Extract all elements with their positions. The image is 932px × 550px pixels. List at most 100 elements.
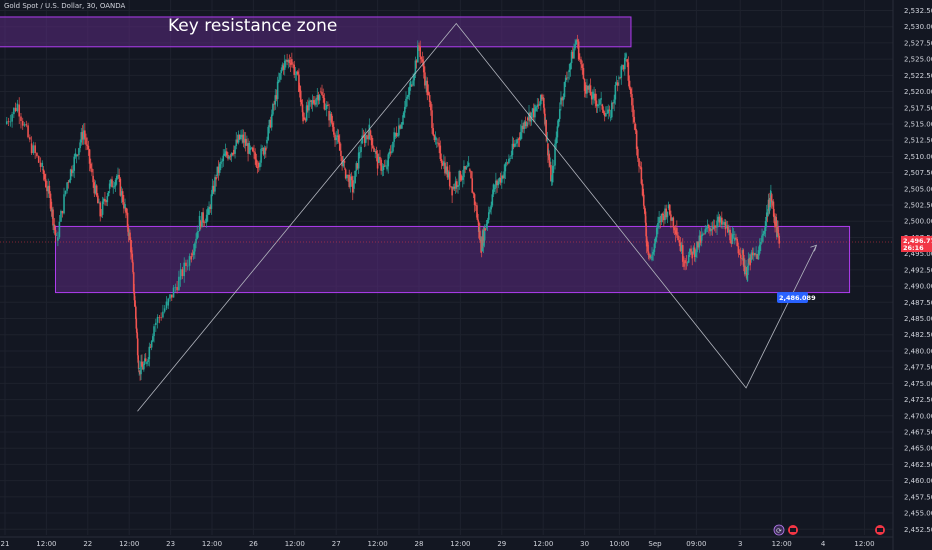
candle-body [56, 235, 58, 236]
candle-body [652, 252, 654, 255]
candle-body [732, 234, 734, 244]
candle-body [470, 171, 472, 178]
candle-body [338, 135, 340, 141]
svg-text:⟳: ⟳ [776, 527, 782, 535]
candle-body [581, 64, 583, 68]
candle-body [682, 245, 684, 262]
candle-body [313, 100, 315, 103]
candle-body [580, 59, 582, 64]
candle-body [486, 224, 488, 228]
candle-body [344, 161, 346, 163]
candle-body [159, 317, 161, 318]
candle-body [43, 169, 45, 174]
candle-body [141, 361, 143, 366]
candle-body [733, 234, 735, 235]
candle-body [38, 156, 40, 163]
y-tick-label: 2,490.000 [904, 283, 932, 291]
candle-body [322, 95, 324, 98]
candle-body [520, 132, 522, 140]
candle-body [655, 237, 657, 243]
candle-body [534, 105, 536, 117]
candle-body [279, 73, 281, 80]
candle-body [629, 81, 631, 89]
candle-body [272, 104, 274, 114]
svg-text:2,486.089: 2,486.089 [779, 294, 816, 302]
candle-body [22, 121, 24, 126]
candle-body [88, 146, 90, 150]
candle-body [66, 182, 68, 190]
candle-body [315, 99, 317, 104]
candle-body [690, 249, 692, 252]
candle-body [400, 125, 402, 129]
candle-body [648, 252, 650, 254]
candle-body [259, 163, 261, 167]
candle-body [146, 362, 148, 364]
candle-body [641, 167, 643, 183]
candle-body [164, 308, 166, 311]
candle-body [252, 148, 254, 152]
candle-body [116, 176, 118, 180]
y-tick-label: 2,502.500 [904, 202, 932, 210]
candle-body [293, 65, 295, 75]
candle-body [79, 142, 81, 148]
candle-body [45, 179, 47, 187]
candle-body [173, 288, 175, 298]
calendar-icon[interactable] [788, 525, 798, 535]
candle-body [308, 101, 310, 110]
candle-body [505, 163, 507, 171]
clock-icon[interactable]: ⟳ [774, 525, 784, 535]
candle-body [107, 196, 109, 202]
candle-body [331, 114, 333, 123]
candle-body [762, 234, 764, 236]
candle-body [574, 44, 576, 48]
candle-body [153, 326, 155, 336]
candle-body [677, 235, 679, 240]
candle-body [391, 151, 393, 152]
candle-body [683, 262, 685, 267]
candle-body [578, 41, 580, 59]
candle-body [778, 236, 780, 244]
candle-body [122, 191, 124, 202]
candle-body [297, 71, 299, 74]
x-tick-label: 23 [166, 540, 175, 548]
candle-body [335, 137, 337, 140]
candle-body [379, 157, 381, 160]
candle-body [29, 137, 31, 139]
candle-body [15, 108, 17, 111]
zone-label: Key resistance zone [168, 16, 337, 36]
candle-body [515, 143, 517, 144]
candle-body [189, 256, 191, 266]
candle-body [568, 70, 570, 72]
chart-title: Gold Spot / U.S. Dollar, 30, OANDA [4, 2, 126, 10]
candle-body [267, 127, 269, 140]
y-tick-label: 2,527.500 [904, 39, 932, 47]
y-tick-label: 2,500.000 [904, 218, 932, 226]
candle-body [171, 294, 173, 297]
candle-body [333, 127, 335, 135]
candle-body [609, 110, 611, 111]
candle-body [84, 130, 86, 137]
candle-body [96, 186, 98, 196]
calendar-icon-right[interactable] [875, 525, 885, 535]
candle-body [669, 205, 671, 215]
candle-body [552, 166, 554, 182]
current-price-tag: 2,496.770 26:16 [901, 236, 932, 252]
candle-body [385, 165, 387, 166]
candle-body [34, 145, 36, 153]
x-tick-label: 27 [332, 540, 341, 548]
y-tick-label: 2,530.000 [904, 23, 932, 31]
x-tick-label: 12:00 [450, 540, 470, 548]
candle-body [633, 117, 635, 123]
candle-body [8, 121, 10, 122]
candle-body [152, 336, 154, 341]
candle-body [185, 263, 187, 266]
x-tick-label: 10:00 [609, 540, 629, 548]
candle-body [78, 148, 80, 155]
target-price-tag: 2,486.089 [777, 292, 816, 303]
candle-body [509, 158, 511, 159]
candle-body [151, 341, 153, 347]
candle-body [365, 135, 367, 143]
candle-body [688, 255, 690, 263]
x-tick-label: 26 [249, 540, 258, 548]
candle-body [366, 135, 368, 136]
